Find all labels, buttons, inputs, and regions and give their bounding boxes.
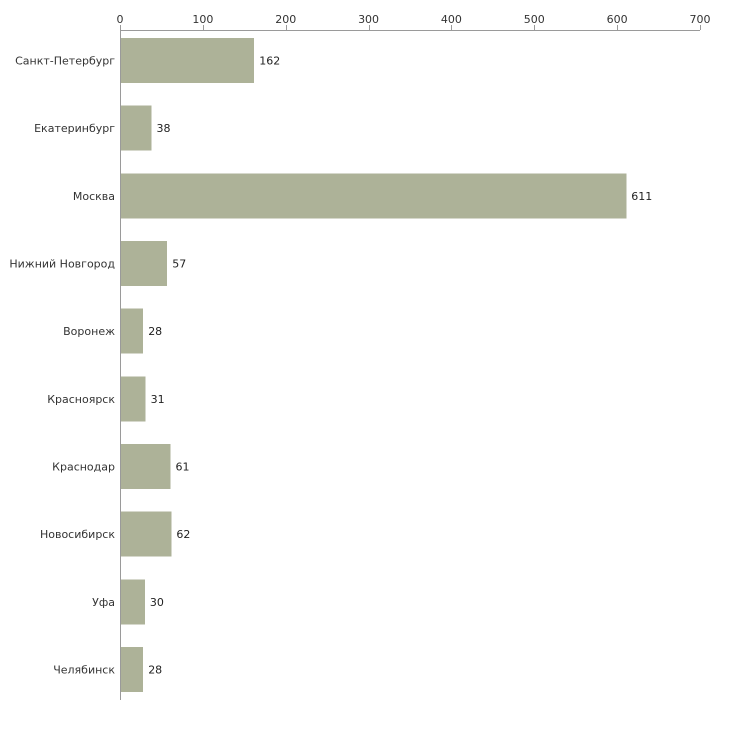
category-label: Воронеж: [63, 325, 115, 338]
x-tick-label: 300: [358, 13, 379, 26]
axes: 0 100 200 300 400 500 600 700: [117, 13, 711, 700]
bar: [121, 173, 627, 219]
value-label: 30: [150, 596, 164, 609]
bar: [121, 647, 144, 693]
value-label: 162: [259, 55, 280, 68]
x-tick-label: 100: [192, 13, 213, 26]
bar: [121, 511, 172, 557]
value-label: 31: [151, 393, 165, 406]
bar: [121, 444, 171, 490]
bars: [121, 38, 627, 693]
category-label: Краснодар: [52, 461, 115, 474]
value-label: 28: [148, 664, 162, 677]
x-tick-label: 700: [690, 13, 711, 26]
value-label: 28: [148, 325, 162, 338]
bar: [121, 579, 145, 625]
x-tick-label: 500: [524, 13, 545, 26]
bar: [121, 376, 146, 422]
labels: Санкт-Петербург 162 Екатеринбург 38 Москва 61…: [9, 55, 652, 677]
value-label: 611: [631, 190, 652, 203]
value-label: 61: [176, 461, 190, 474]
category-label: Санкт-Петербург: [15, 55, 115, 68]
x-tick-label: 600: [607, 13, 628, 26]
category-label: Новосибирск: [40, 528, 115, 541]
bar: [121, 38, 255, 83]
category-label: Москва: [73, 190, 115, 203]
category-label: Уфа: [92, 596, 115, 609]
x-tick-label: 0: [117, 13, 124, 26]
category-label: Красноярск: [47, 393, 115, 406]
x-tick-label: 400: [441, 13, 462, 26]
bar: [121, 241, 168, 287]
category-label: Челябинск: [53, 664, 115, 677]
bar: [121, 105, 152, 151]
x-tick-label: 200: [275, 13, 296, 26]
value-label: 38: [156, 122, 170, 135]
category-label: Нижний Новгород: [9, 258, 115, 271]
value-label: 62: [176, 528, 190, 541]
bar: [121, 308, 144, 354]
category-label: Екатеринбург: [34, 122, 115, 135]
value-label: 57: [172, 258, 186, 271]
